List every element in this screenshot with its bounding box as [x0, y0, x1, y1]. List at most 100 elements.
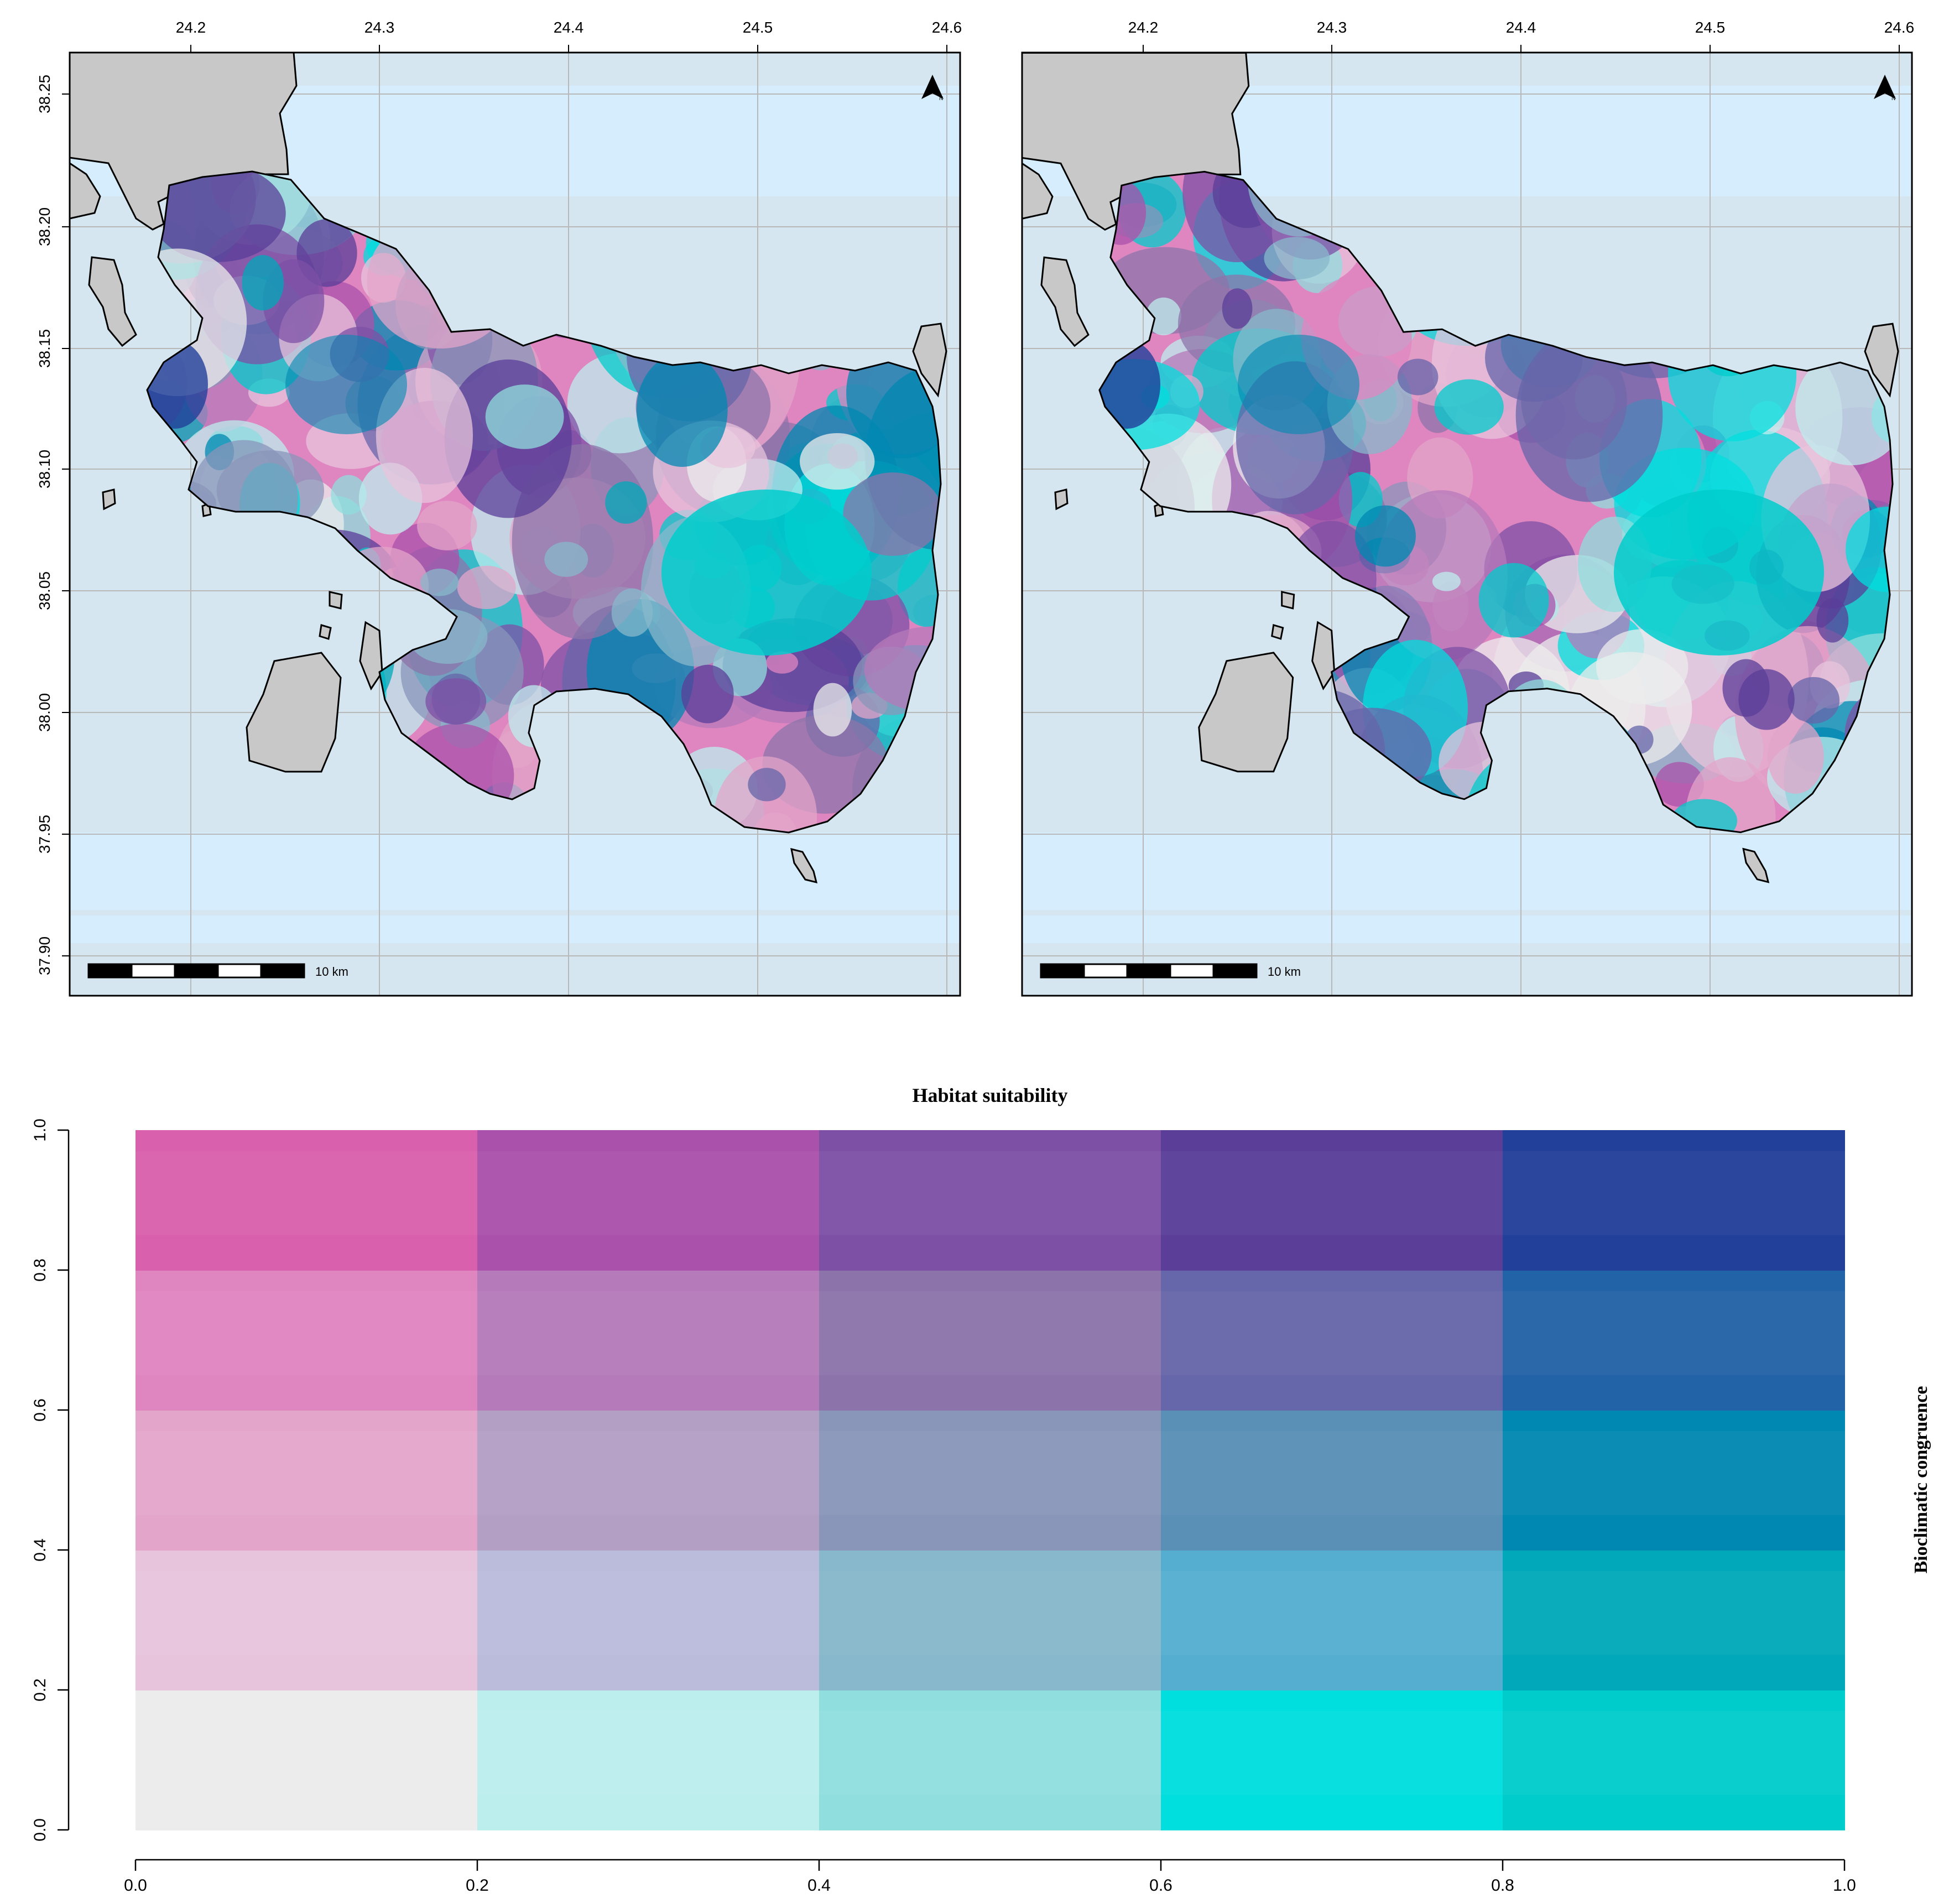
y-tick-label: 38.10: [36, 450, 53, 488]
legend-cell-band: [819, 1151, 1161, 1235]
legend-cell-band: [819, 1430, 1161, 1515]
x-tick-label: 24.3: [1317, 19, 1347, 36]
legend-y-tick-label: 0.8: [31, 1258, 49, 1282]
raster-core: [661, 490, 872, 656]
raster-cell: [417, 501, 477, 551]
map-frame: [1021, 51, 1913, 997]
scale-bar-segment: [131, 963, 176, 979]
legend-cell: [819, 1410, 1161, 1551]
raster-cell: [714, 756, 817, 833]
raster-cell: [1478, 563, 1549, 638]
map-frame: [69, 51, 961, 997]
raster-cell: [544, 542, 588, 577]
legend-cell-band: [1503, 1430, 1845, 1515]
legend-cell-band: [1503, 1570, 1845, 1655]
sea-band: [70, 833, 960, 910]
left-map: 24.2 24.3 24.4 24.5 24.6 38.25 38.20 38.15 38.10…: [36, 19, 962, 997]
raster-cell: [151, 171, 286, 262]
raster-cell: [1397, 358, 1439, 396]
legend-x-tick-label: 1.0: [1833, 1876, 1856, 1895]
right-map: 24.2 24.3 24.4 24.5 24.6 10 km N: [1021, 19, 1914, 997]
raster-cell: [1722, 659, 1770, 717]
legend-cell: [1161, 1550, 1503, 1690]
y-tick-label: 38.05: [36, 571, 53, 610]
raster-cell: [1145, 297, 1181, 336]
legend-cell-band: [477, 1430, 820, 1515]
legend-cell: [136, 1410, 478, 1551]
right-map-content: [1022, 53, 1912, 996]
left-map-content: [70, 53, 960, 996]
legend-cell: [477, 1270, 820, 1411]
y-tick-label: 38.25: [36, 75, 53, 113]
maps-layer: 24.2 24.3 24.4 24.5 24.6 38.25 38.20 38.15 38.10…: [36, 19, 1914, 997]
legend-cell: [819, 1270, 1161, 1411]
legend-cell-band: [477, 1291, 820, 1375]
x-tick-label: 24.3: [364, 19, 395, 36]
legend-cell: [1503, 1130, 1845, 1271]
x-tick-label: 24.2: [1128, 19, 1159, 36]
legend-cell-band: [1503, 1291, 1845, 1375]
raster-cell: [1767, 719, 1824, 794]
legend-cell-band: [1503, 1151, 1845, 1235]
legend-cell-band: [136, 1291, 478, 1375]
raster-core: [285, 335, 407, 434]
x-tick-label: 24.5: [1695, 19, 1726, 36]
legend-cell: [136, 1550, 478, 1690]
scale-bar-segment: [1083, 963, 1128, 979]
legend-cell-band: [819, 1570, 1161, 1655]
legend-cell: [477, 1690, 820, 1830]
north-arrow-icon: [1874, 75, 1896, 99]
legend-x-tick-label: 0.2: [466, 1876, 489, 1895]
legend-panel: Habitat suitability Bioclimatic congruenc…: [31, 1084, 1931, 1895]
y-tick-label: 37.95: [36, 815, 53, 854]
north-arrow-label: N: [939, 96, 943, 102]
sea-band: [1022, 915, 1912, 943]
scale-bar-label: 10 km: [315, 965, 348, 979]
legend-cell: [1503, 1550, 1845, 1690]
x-tick-label: 24.4: [554, 19, 584, 36]
legend-cell: [1503, 1270, 1845, 1411]
legend-cell: [819, 1130, 1161, 1271]
raster-cell: [1264, 237, 1330, 280]
legend-cell: [1161, 1130, 1503, 1271]
legend-cell: [136, 1690, 478, 1830]
raster-cell: [843, 472, 941, 556]
x-tick-label: 24.5: [743, 19, 773, 36]
raster-cell: [748, 768, 786, 802]
legend-cell: [136, 1270, 478, 1411]
legend-cell-band: [477, 1151, 820, 1235]
legend-cell: [477, 1130, 820, 1271]
raster-cell: [420, 568, 459, 596]
raster-cell: [681, 664, 734, 724]
scale-bar-segment: [174, 963, 219, 979]
scale-bar-label: 10 km: [1268, 965, 1301, 979]
scale-bar-segment: [1212, 963, 1258, 979]
raster-cell: [1432, 571, 1461, 591]
raster-cell: [1788, 677, 1840, 724]
legend-cell: [1161, 1270, 1503, 1411]
raster-cell: [813, 683, 852, 737]
legend-cell: [1503, 1690, 1845, 1830]
legend-cell-band: [1503, 1710, 1845, 1795]
legend-cell-band: [136, 1710, 478, 1795]
raster-cell: [799, 433, 875, 490]
raster-cell: [425, 678, 487, 725]
x-tick-label: 24.6: [932, 19, 962, 36]
x-tick-label: 24.2: [176, 19, 206, 36]
raster-cell: [766, 651, 799, 674]
legend-cell-band: [477, 1710, 820, 1795]
legend-cell-band: [477, 1570, 820, 1655]
raster-cell: [1355, 505, 1416, 567]
raster-cell: [1434, 379, 1504, 435]
raster-cell: [1515, 327, 1663, 502]
scale-bar-segment: [1040, 963, 1085, 979]
legend-cell-band: [819, 1291, 1161, 1375]
legend-cell: [477, 1550, 820, 1690]
north-arrow-label: N: [1891, 96, 1895, 102]
x-tick-label: 24.4: [1506, 19, 1536, 36]
scale-bar-segment: [1169, 963, 1215, 979]
raster-core: [1614, 490, 1824, 656]
raster-cell: [1816, 598, 1849, 643]
raster-core: [1238, 335, 1359, 434]
